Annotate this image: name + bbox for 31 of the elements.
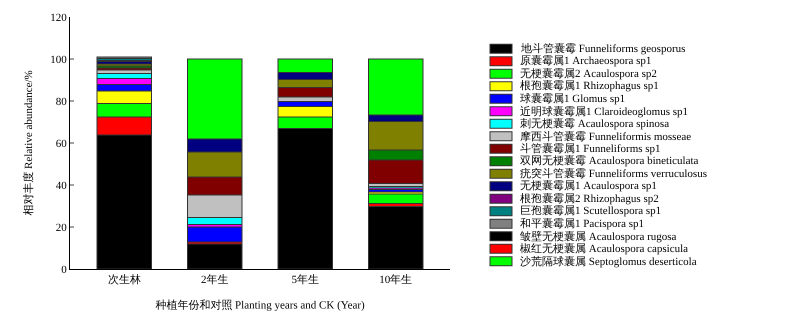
legend-label: 和平囊霉属1 Pacispora sp1 (520, 217, 644, 230)
legend-label: 无梗囊霉属1 Acaulospora sp1 (520, 180, 657, 192)
legend-label: 球囊霉属1 Glomus sp1 (520, 92, 626, 105)
legend-label: 双网无梗囊霉 Acaulospora bineticulata (520, 155, 699, 167)
x-tick-label: 次生林 (108, 273, 141, 286)
x-tick-label: 5年生 (291, 273, 319, 286)
legend-label: 原囊霉属1 Archaeospora sp1 (520, 55, 652, 67)
legend-label: 巨孢囊霉属1 Scutellospora sp1 (520, 205, 662, 217)
y-tick-label: 120 (50, 12, 68, 24)
legend-label: 近明球囊霉属1 Claroideoglomus sp1 (520, 105, 688, 118)
legend-label: 无梗囊霉属2 Acaulospora sp2 (520, 68, 657, 80)
y-axis-title: 相对丰度 Relative abundance/% (22, 70, 35, 216)
legend-label: 刺无梗囊霉 Acaulospora spinosa (520, 117, 670, 130)
y-tick-label: 40 (56, 180, 68, 192)
x-tick-label: 2年生 (201, 273, 229, 286)
legend-label: 斗管囊霉属1 Funneliforms sp1 (520, 142, 661, 155)
legend-label: 根孢囊霉属2 Rhizophagus sp2 (520, 193, 659, 205)
x-axis-title: 种植年份和对照 Planting years and CK (Year) (155, 298, 366, 312)
y-tick-label: 0 (61, 264, 68, 276)
y-tick-label: 100 (50, 54, 68, 66)
legend-label: 地斗管囊霉 Funneliforms geosporus (520, 42, 686, 55)
x-tick-label: 10年生 (379, 273, 412, 286)
y-tick-label: 20 (56, 222, 68, 234)
y-tick-label: 80 (56, 96, 68, 108)
legend-label: 疣突斗管囊霉 Funneliforms verruculosus (520, 167, 707, 180)
legend-label: 摩西斗管囊霉 Funneliformis mosseae (520, 130, 692, 143)
legend-label: 皱壁无梗囊属 Acaulospora rugosa (520, 230, 677, 243)
legend-label: 沙荒隔球囊属 Septoglomus deserticola (520, 255, 697, 268)
legend-label: 根孢囊霉属1 Rhizophagus sp1 (520, 80, 659, 92)
y-tick-label: 60 (56, 138, 68, 150)
legend-label: 椒红无梗囊属 Acaulospora capsicula (520, 243, 688, 255)
